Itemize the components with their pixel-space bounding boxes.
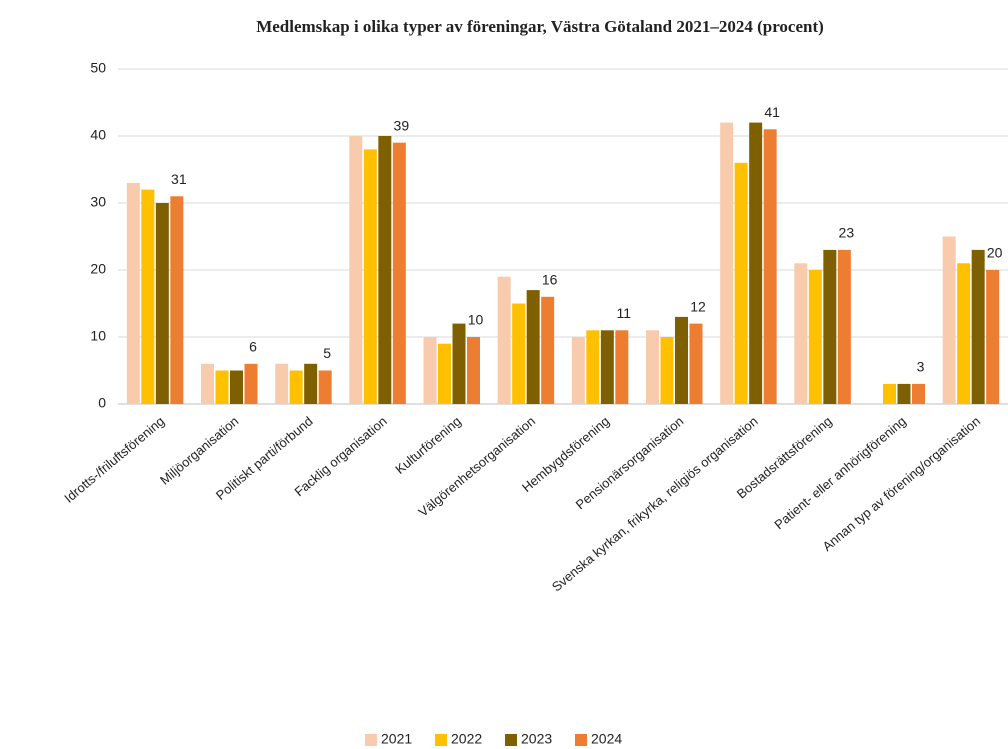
- data-label: 10: [468, 312, 484, 328]
- bar: [986, 270, 1000, 404]
- bar: [215, 370, 229, 404]
- bar: [230, 370, 243, 404]
- bar: [823, 249, 837, 404]
- bar: [837, 249, 851, 404]
- legend-label: 2024: [591, 731, 622, 747]
- bar: [763, 129, 777, 405]
- legend-swatch: [365, 734, 377, 746]
- bar: [141, 189, 155, 404]
- bar: [289, 370, 303, 404]
- bar: [957, 263, 971, 404]
- bar: [392, 142, 406, 404]
- y-tick-label: 30: [90, 194, 106, 210]
- data-label: 23: [839, 225, 855, 241]
- bar: [571, 337, 585, 404]
- bar: [155, 203, 169, 404]
- bar: [378, 136, 392, 404]
- chart-title: Medlemskap i olika typer av föreningar, …: [256, 17, 824, 36]
- bar: [600, 330, 614, 404]
- y-tick-label: 10: [90, 328, 106, 344]
- bar: [244, 363, 258, 404]
- bar: [318, 370, 332, 404]
- data-label: 11: [617, 305, 632, 321]
- x-tick-label: Kulturförening: [392, 413, 464, 477]
- y-tick-label: 40: [90, 127, 106, 143]
- bar: [689, 323, 703, 404]
- bar: [452, 323, 466, 404]
- bar: [170, 196, 184, 404]
- legend-label: 2022: [451, 731, 482, 747]
- bar: [883, 383, 896, 404]
- data-label: 12: [690, 298, 706, 314]
- bar: [526, 290, 540, 404]
- legend: 2021 2022 2023 2024: [365, 731, 622, 747]
- bar: [942, 236, 956, 404]
- bar: [897, 383, 911, 404]
- legend-label: 2021: [381, 731, 412, 747]
- bar: [586, 330, 600, 404]
- bar: [201, 363, 214, 404]
- data-label: 5: [323, 345, 331, 361]
- bar: [734, 162, 748, 404]
- data-label: 6: [249, 339, 257, 355]
- legend-label: 2023: [521, 731, 552, 747]
- bar: [808, 270, 822, 404]
- bar: [363, 149, 377, 404]
- bar: [349, 136, 363, 404]
- bar: [660, 337, 674, 404]
- data-label: 31: [171, 171, 187, 187]
- y-tick-label: 0: [98, 395, 106, 411]
- data-label: 39: [394, 117, 410, 133]
- data-label: 16: [542, 272, 558, 288]
- bar: [615, 330, 629, 404]
- bar: [794, 263, 808, 404]
- bar: [423, 337, 437, 404]
- data-label: 3: [917, 359, 925, 375]
- legend-swatch: [435, 734, 447, 746]
- bar: [126, 182, 140, 404]
- x-tick-label: Patient- eller anhörigförening: [771, 413, 909, 532]
- bar: [438, 343, 451, 404]
- bar: [497, 276, 511, 404]
- bar: [541, 296, 555, 404]
- bar: [304, 363, 318, 404]
- data-label: 20: [987, 245, 1003, 261]
- y-tick-label: 50: [90, 60, 106, 76]
- bar: [467, 337, 480, 404]
- x-tick-label: Annan typ av förening/organisation: [819, 413, 983, 554]
- bar: [749, 122, 763, 404]
- y-tick-label: 20: [90, 261, 106, 277]
- bar: [275, 363, 289, 404]
- bar: [912, 383, 925, 404]
- bar: [646, 330, 659, 404]
- bar: [971, 249, 985, 404]
- bar: [720, 122, 734, 404]
- bar: [675, 316, 688, 404]
- legend-swatch: [575, 734, 587, 746]
- legend-swatch: [505, 734, 517, 746]
- data-label: 41: [764, 104, 780, 120]
- bar: [512, 303, 526, 404]
- x-tick-label: Idrotts-/friluftsförening: [61, 413, 167, 505]
- x-tick-label: Miljöorganisation: [157, 413, 241, 487]
